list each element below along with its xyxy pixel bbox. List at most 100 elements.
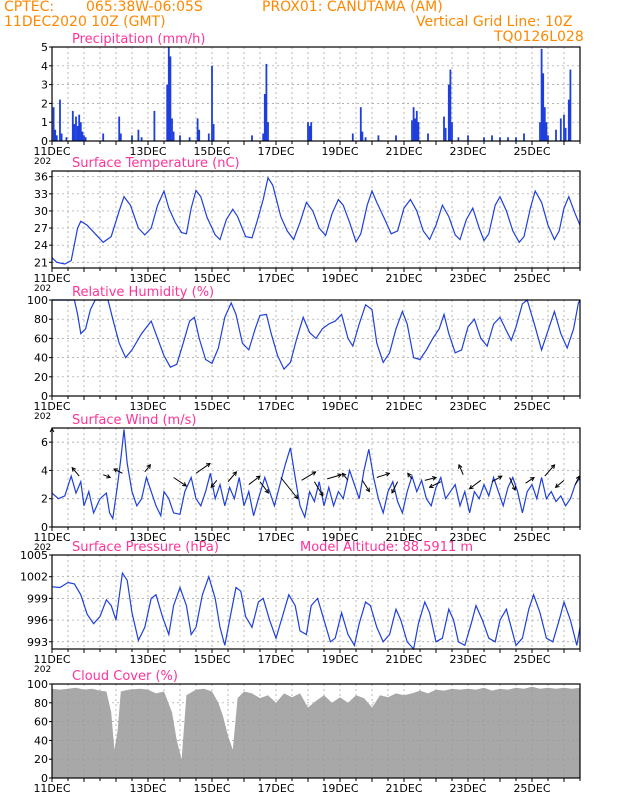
wind-x-tick-label: 15DEC [193, 531, 230, 544]
wind-vector-arrow [103, 474, 112, 479]
temp-x-tick-label: 19DEC [321, 272, 358, 285]
precip-bar [567, 99, 570, 141]
wind-vector-arrow [227, 471, 238, 483]
precip-bar [83, 135, 85, 141]
rh-x-tick-label: 17DEC [257, 400, 294, 413]
wind-vector-arrow [195, 462, 211, 474]
wind-vector-arrow [341, 472, 349, 481]
header-source: CPTEC: [4, 0, 55, 15]
wind-vector-arrow [313, 481, 324, 497]
precip-x-tick-label: 25DEC [513, 145, 550, 158]
rh-year-label: 202 [34, 412, 51, 422]
precip-bar [555, 129, 557, 141]
precip-y-tick-label: 4 [41, 60, 48, 73]
precip-bar [491, 135, 493, 141]
temp-y-tick-label: 21 [34, 256, 48, 269]
temp-series-line [51, 176, 581, 265]
pressure-x-tick-label: 23DEC [449, 653, 486, 666]
precip-bar [131, 135, 133, 141]
precip-bar [310, 122, 313, 141]
precip-bar [251, 135, 253, 141]
wind-vector-arrow [525, 476, 535, 484]
precip-bar [73, 124, 76, 141]
precip-bar [75, 116, 77, 141]
precip-bar [364, 137, 367, 141]
pressure-y-tick-label: 1005 [20, 549, 48, 562]
precip-bar [412, 107, 415, 141]
precip-bar [542, 73, 545, 141]
precip-bar [84, 137, 87, 141]
header-run-code: TQ0126L028 [494, 29, 584, 45]
rh-plot-area [52, 300, 580, 396]
wind-vector-arrow [491, 475, 503, 483]
precip-bar [172, 131, 175, 141]
cloud-x-tick-label: 23DEC [449, 782, 486, 795]
wind-vector-arrow [280, 477, 299, 500]
rh-series-line [52, 298, 581, 371]
cloud-x-tick-label: 21DEC [385, 782, 422, 795]
precip-title: Precipitation (mm/h) [72, 32, 205, 47]
precip-bar [447, 84, 450, 141]
temp-x-tick-label: 21DEC [385, 272, 422, 285]
wind-frame [51, 427, 581, 528]
precip-bar [427, 133, 429, 141]
precip-bar [207, 133, 210, 141]
precip-plot-area [52, 47, 580, 141]
pressure-y-tick-label: 1002 [20, 571, 48, 584]
precip-bar [564, 127, 567, 141]
precip-bar [167, 47, 170, 141]
temp-y-tick-label: 24 [34, 239, 48, 252]
precip-bar [137, 129, 140, 141]
precip-x-tick-label: 23DEC [449, 145, 486, 158]
cloud-y-tick-label: 60 [34, 716, 48, 729]
precip-bar [140, 137, 143, 141]
temp-x-tick-label: 13DEC [129, 272, 166, 285]
precip-x-tick-label: 19DEC [321, 145, 358, 158]
precip-bar [507, 137, 509, 141]
rh-x-tick-label: 11DEC [33, 400, 70, 413]
wind-vector-arrow [391, 481, 399, 494]
wind-vector-arrow [468, 479, 482, 490]
precip-bar [153, 110, 156, 141]
precip-bar [559, 118, 562, 141]
precip-bar [263, 94, 266, 141]
wind-vector-arrow [376, 472, 391, 478]
precip-y-tick-label: 2 [41, 97, 48, 110]
precip-bar [515, 137, 517, 141]
precip-y-tick-label: 3 [41, 79, 48, 92]
precip-bar [198, 129, 201, 141]
pressure-x-tick-label: 21DEC [385, 653, 422, 666]
wind-vector-arrow [173, 477, 188, 487]
precip-y-tick-label: 0 [41, 135, 48, 148]
rh-frame [51, 299, 581, 397]
precip-bar [415, 110, 418, 141]
cloud-x-tick-label: 17DEC [257, 782, 294, 795]
precip-y-tick-label: 5 [41, 41, 48, 54]
rh-x-tick-label: 19DEC [321, 400, 358, 413]
wind-vector-arrow [113, 468, 123, 474]
rh-y-tick-label: 20 [34, 371, 48, 384]
precip-bar [539, 122, 541, 141]
rh-y-tick-label: 100 [27, 294, 48, 307]
pressure-year-label: 202 [34, 665, 51, 675]
rh-x-tick-label: 25DEC [513, 400, 550, 413]
header-coords: 065:38W-06:05S [86, 0, 203, 15]
precip-x-tick-label: 21DEC [385, 145, 422, 158]
wind-vector-arrow [71, 466, 80, 477]
rh-x-tick-label: 23DEC [449, 400, 486, 413]
precip-bar [188, 137, 191, 141]
precip-x-tick-label: 17DEC [257, 145, 294, 158]
cloud-cover-area [52, 686, 580, 778]
precip-bar [79, 122, 82, 141]
wind-x-tick-label: 11DEC [33, 531, 70, 544]
precip-y-tick-label: 1 [41, 116, 48, 129]
precip-bar [499, 137, 501, 141]
temp-y-tick-label: 30 [34, 205, 48, 218]
wind-vector-arrow [248, 475, 261, 485]
precip-bar [78, 114, 81, 141]
precip-bar [265, 63, 268, 141]
wind-x-tick-label: 23DEC [449, 531, 486, 544]
precip-bar [545, 122, 548, 141]
wind-vector-arrow [424, 476, 438, 481]
cloud-y-tick-label: 0 [41, 772, 48, 785]
